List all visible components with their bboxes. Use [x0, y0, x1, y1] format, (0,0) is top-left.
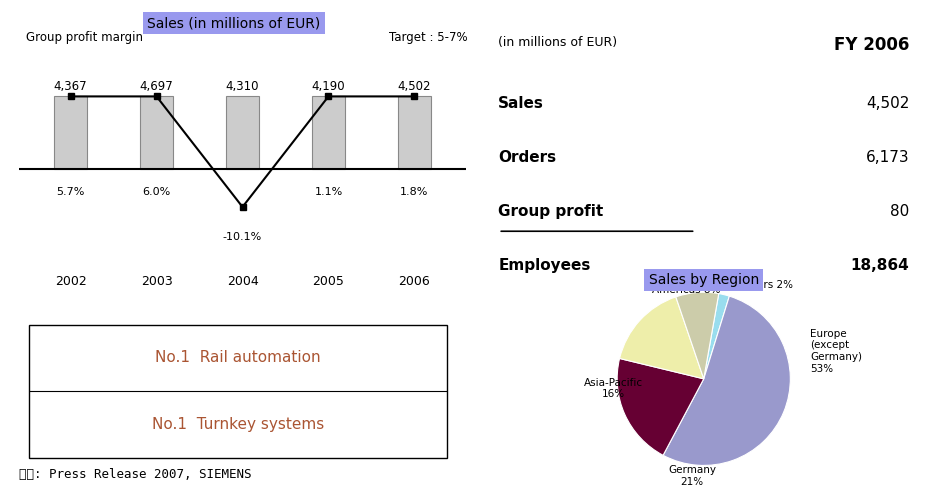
Wedge shape — [676, 292, 719, 379]
Text: Group profit: Group profit — [498, 204, 604, 219]
Text: 2004: 2004 — [226, 275, 259, 288]
Text: 4,502: 4,502 — [865, 96, 909, 111]
Bar — [140, 96, 173, 169]
Text: No.1  Turnkey systems: No.1 Turnkey systems — [151, 417, 324, 432]
Text: Asia-Pacific
16%: Asia-Pacific 16% — [584, 378, 643, 400]
Wedge shape — [663, 296, 790, 465]
Text: 4,502: 4,502 — [398, 80, 431, 92]
Text: Sales: Sales — [498, 96, 544, 111]
Text: 6.0%: 6.0% — [143, 187, 170, 197]
Text: 6,173: 6,173 — [865, 150, 909, 165]
Text: 2002: 2002 — [55, 275, 87, 288]
Text: 18,864: 18,864 — [850, 258, 909, 273]
Text: 1.8%: 1.8% — [400, 187, 429, 197]
Text: Sales (in millions of EUR): Sales (in millions of EUR) — [147, 16, 320, 30]
Text: 자료: Press Release 2007, SIEMENS: 자료: Press Release 2007, SIEMENS — [19, 468, 251, 481]
Wedge shape — [617, 359, 704, 455]
Text: Europe
(except
Germany)
53%: Europe (except Germany) 53% — [810, 329, 862, 374]
Bar — [312, 96, 345, 169]
Text: 2005: 2005 — [313, 275, 344, 288]
Wedge shape — [619, 297, 704, 379]
Text: 2006: 2006 — [398, 275, 430, 288]
Text: -10.1%: -10.1% — [223, 232, 262, 242]
Text: Germany
21%: Germany 21% — [668, 465, 716, 487]
Text: 5.7%: 5.7% — [56, 187, 85, 197]
Bar — [398, 96, 431, 169]
Text: Americas 8%: Americas 8% — [651, 285, 720, 295]
Text: Group profit margin: Group profit margin — [26, 31, 143, 44]
Wedge shape — [704, 294, 729, 379]
Text: 4,697: 4,697 — [140, 80, 173, 92]
Text: 4,367: 4,367 — [54, 80, 87, 92]
Text: 4,190: 4,190 — [312, 80, 345, 92]
Text: Sales by Region: Sales by Region — [649, 273, 759, 287]
Text: Orders: Orders — [498, 150, 556, 165]
Text: FY 2006: FY 2006 — [834, 36, 909, 55]
Text: No.1  Rail automation: No.1 Rail automation — [155, 350, 320, 366]
Text: 2003: 2003 — [141, 275, 172, 288]
Bar — [226, 96, 259, 169]
Text: Target : 5-7%: Target : 5-7% — [389, 31, 468, 44]
Text: 80: 80 — [890, 204, 909, 219]
Text: 4,310: 4,310 — [225, 80, 260, 92]
Text: (in millions of EUR): (in millions of EUR) — [498, 36, 617, 49]
Bar — [54, 96, 87, 169]
Text: Employees: Employees — [498, 258, 591, 273]
Text: 1.1%: 1.1% — [315, 187, 342, 197]
Text: Others 2%: Others 2% — [738, 280, 793, 290]
